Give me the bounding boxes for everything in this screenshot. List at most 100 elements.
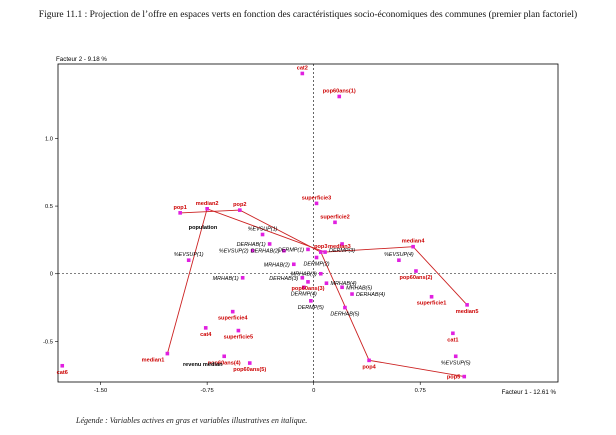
label-median1: median1	[142, 358, 165, 364]
point-derhab3	[300, 276, 305, 280]
label-pop60ans2: pop60ans(2)	[399, 275, 432, 281]
point-mrhab4	[324, 281, 329, 286]
point-superficie5	[236, 328, 241, 333]
x-tick-label: 0.75	[415, 388, 426, 394]
point-dermp5	[309, 299, 313, 303]
point-pop60ans5	[247, 361, 252, 365]
point-superficie3	[314, 201, 319, 206]
label-median4: median4	[402, 239, 426, 245]
point-mrhab5	[340, 285, 344, 290]
point-evsup1_b	[260, 232, 265, 237]
label-pop60ans1: pop60ans(1)	[323, 88, 356, 94]
label-pop1: pop1	[173, 205, 186, 211]
label-dermp4: DERMP(4)	[291, 291, 317, 297]
axes-layer: -1.50 -0.75 0 0.75 1.0 0.5 0 -0.5 Facteur 2 - 9.…	[43, 56, 558, 396]
label-dermp2: DERMP(2)	[303, 262, 329, 268]
annotation-revenu-médian: revenu médian	[183, 362, 223, 368]
label-superficie1: superficie1	[417, 301, 447, 307]
label-pop3: pop3	[314, 244, 327, 250]
point-mrhab2	[291, 262, 296, 267]
label-mrhab5: MRHAB(5)	[346, 285, 372, 291]
label-mrhab1: MRHAB(1)	[213, 276, 239, 282]
annotation-population: population	[189, 225, 218, 231]
point-dermp3	[340, 242, 344, 246]
point-mrhab3	[318, 271, 323, 276]
point-evsup4	[397, 258, 401, 263]
label-cat6: cat6	[57, 370, 68, 376]
point-superficie4	[230, 309, 235, 314]
label-superficie4: superficie4	[218, 316, 248, 322]
label-superficie5: superficie5	[224, 335, 254, 341]
point-cat2	[300, 71, 305, 76]
point-mrhab1	[240, 276, 245, 280]
legend-note: Légende : Variables actives en gras et v…	[76, 416, 308, 425]
x-tick-label: 0	[312, 388, 315, 394]
plot-frame	[57, 63, 559, 383]
label-pop60ans3: pop60ans(3)	[292, 286, 325, 292]
label-pop60ans4: pop60ans(4)	[208, 360, 241, 366]
label-evsup1_b: %EVSUP(1)	[248, 227, 278, 233]
point-pop60ans4	[222, 354, 226, 359]
trajectory-population	[180, 209, 465, 378]
point-pop5	[462, 374, 467, 379]
point-median5	[465, 303, 469, 307]
point-pop60ans2	[414, 269, 418, 273]
label-evsup1_a: %EVSUP(1)	[174, 252, 204, 258]
label-evsup2: %EVSUP(2)	[219, 249, 249, 255]
point-dermp1	[306, 247, 310, 252]
point-derhab4	[350, 292, 354, 296]
label-median5: median5	[456, 309, 479, 315]
label-median3: median3	[328, 244, 351, 250]
label-mrhab2: MRHAB(2)	[264, 262, 290, 268]
point-median3	[323, 250, 327, 254]
label-derhab3: DERHAB(3)	[269, 276, 298, 282]
x-axis-title: Facteur 1 - 12.61 %	[502, 389, 557, 396]
label-derhab4: DERHAB(4)	[356, 292, 385, 298]
point-median2	[205, 206, 209, 211]
point-pop4	[367, 358, 371, 363]
point-derhab2	[282, 248, 286, 253]
label-superficie3: superficie3	[302, 195, 332, 201]
y-tick-label: -0.5	[43, 339, 53, 345]
point-evsup2	[250, 248, 255, 253]
point-superficie2	[333, 220, 337, 225]
point-pop2	[238, 208, 242, 212]
trajectory-lines	[166, 208, 468, 378]
label-cat1: cat1	[447, 337, 458, 343]
point-cat4	[203, 326, 208, 330]
label-dermp5: DERMP(5)	[298, 305, 324, 311]
point-derhab5	[343, 305, 347, 310]
label-evsup4: %EVSUP(4)	[384, 252, 414, 258]
y-tick-label: 0	[50, 272, 53, 278]
y-tick-label: 0.5	[45, 204, 53, 210]
point-cat6	[60, 363, 65, 368]
label-cat2: cat2	[297, 65, 308, 71]
figure-title: Figure 11.1 : Projection de l’offre en e…	[38, 10, 578, 20]
label-dermp3: DERMP(3)	[329, 248, 355, 254]
y-tick-label: 1.0	[45, 136, 53, 142]
points-layer	[60, 71, 469, 379]
label-mrhab4: MRHAB(4)	[330, 281, 356, 287]
point-derhab1	[267, 242, 272, 246]
point-dermp4	[301, 285, 306, 290]
x-tick-label: -1.50	[94, 388, 107, 394]
point-evsup1_a	[186, 258, 191, 263]
label-derhab2: DERHAB(2)	[251, 249, 280, 255]
y-axis-title: Facteur 2 - 9.18 %	[56, 56, 107, 63]
point-median1	[165, 351, 170, 356]
point-pop1	[178, 211, 182, 215]
point-evsup5	[453, 354, 458, 359]
label-pop5: pop5	[447, 375, 460, 381]
point-superficie1	[429, 294, 434, 299]
label-derhab5: DERHAB(5)	[330, 312, 359, 318]
label-pop2: pop2	[233, 202, 246, 208]
point-dermp2	[314, 255, 319, 260]
label-pop4: pop4	[362, 364, 376, 370]
label-mrhab3: MRHAB(3)	[291, 272, 317, 278]
point-pop60ans1	[337, 94, 342, 99]
label-derhab1: DERHAB(1)	[237, 242, 266, 248]
label-pop60ans5: pop60ans(5)	[233, 367, 266, 373]
x-tick-label: -0.75	[201, 388, 214, 394]
label-cat4: cat4	[200, 332, 212, 338]
